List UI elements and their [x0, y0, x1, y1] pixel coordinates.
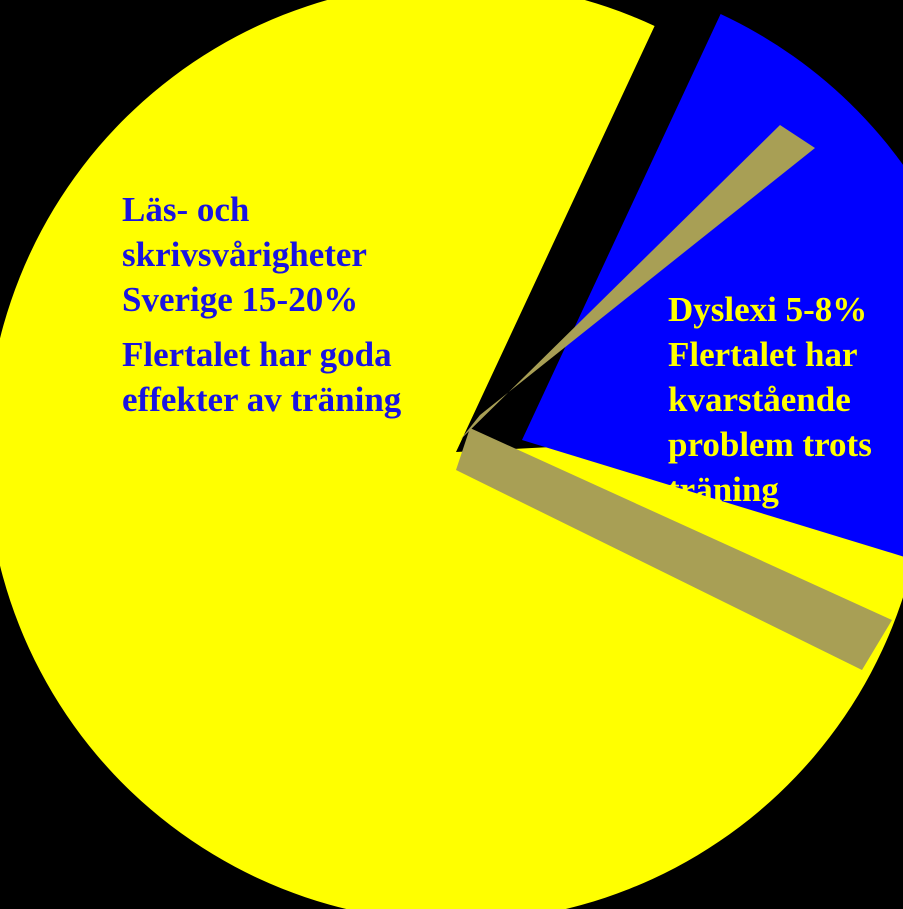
- slice-label-line: skrivsvårigheter: [122, 235, 367, 274]
- slice-note-line: Flertalet har goda: [122, 335, 392, 374]
- slice-label-line: Läs- och: [122, 190, 250, 229]
- slice-label-las-och-skriv: Läs- och skrivsvårigheter Sverige 15-20%…: [122, 187, 401, 422]
- slice-label-line: Sverige 15-20%: [122, 280, 359, 319]
- slice-label-line: Flertalet har: [668, 335, 858, 374]
- slice-separators: [456, 125, 892, 670]
- slice-note-line: effekter av träning: [122, 380, 402, 419]
- slice-label-line: problem trots: [668, 425, 872, 464]
- slice-label-dyslexi: Dyslexi 5-8% Flertalet har kvarstående p…: [668, 287, 872, 512]
- separator-lower: [456, 428, 892, 670]
- slice-label-line: Dyslexi 5-8%: [668, 290, 868, 329]
- slice-label-line: träning: [668, 470, 779, 509]
- label-spacer: [122, 322, 401, 332]
- slice-label-line: kvarstående: [668, 380, 851, 419]
- separator-upper: [460, 125, 815, 440]
